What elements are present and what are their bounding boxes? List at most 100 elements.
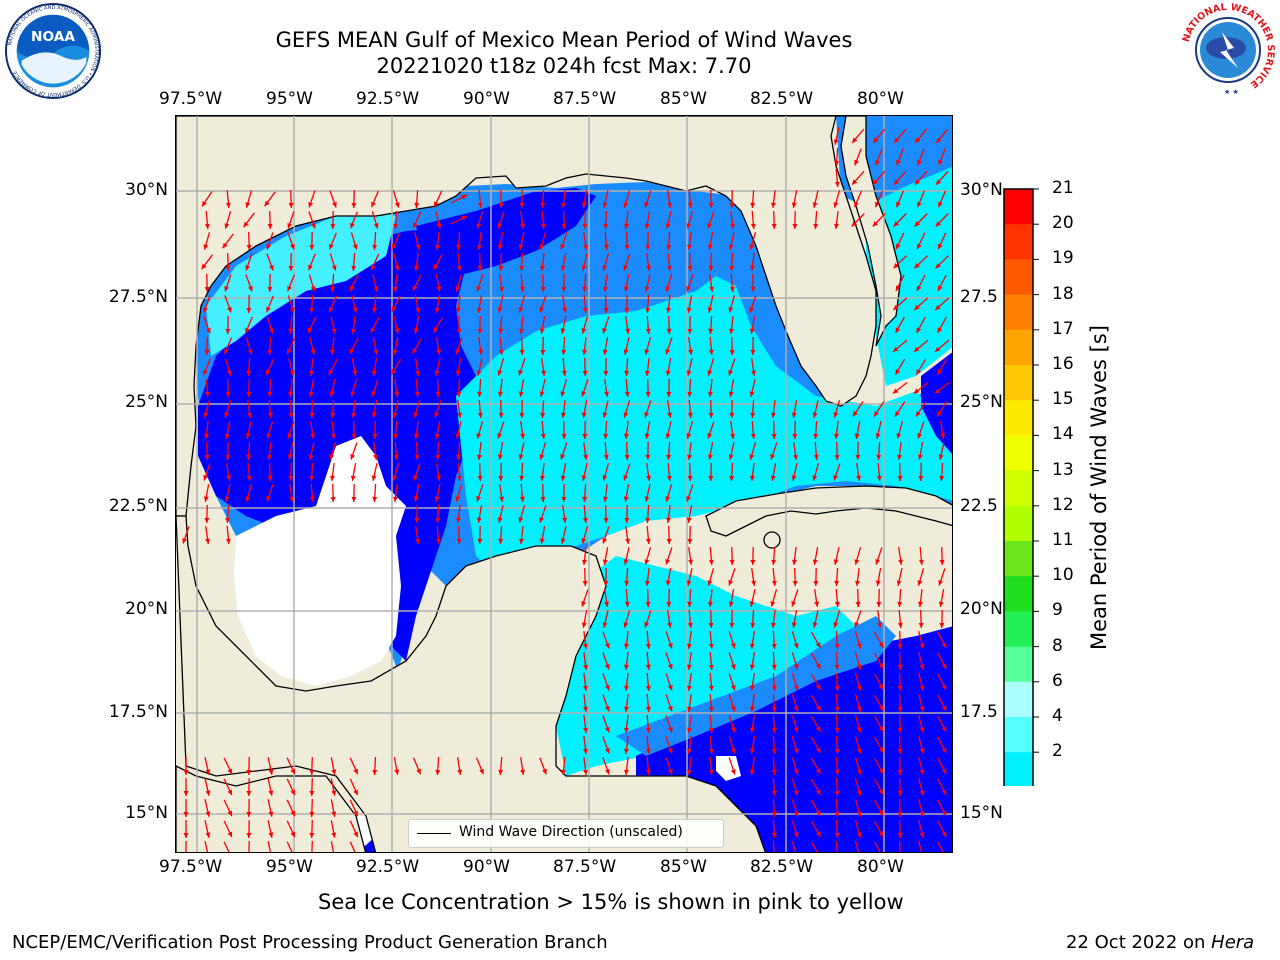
wave-direction-arrow-head xyxy=(310,286,316,292)
wave-direction-arrow-head xyxy=(897,748,903,754)
wave-direction-arrow-head xyxy=(624,244,630,250)
wave-direction-arrow-head xyxy=(749,706,755,712)
wave-direction-arrow-head xyxy=(330,224,336,229)
lon-label-top-3: 90°W xyxy=(463,89,510,109)
wave-direction-arrow-head xyxy=(353,789,358,796)
wave-direction-arrow-head xyxy=(435,769,441,775)
wave-direction-arrow-head xyxy=(435,517,441,523)
wave-direction-arrow-shaft xyxy=(204,841,209,852)
wave-direction-arrow-head xyxy=(708,769,714,775)
wave-direction-arrow-head xyxy=(935,263,941,269)
wave-direction-arrow-head xyxy=(833,475,839,481)
wave-direction-arrow-head xyxy=(560,244,566,250)
wave-direction-arrow-head xyxy=(497,223,503,229)
wave-direction-arrow-head xyxy=(353,768,358,775)
wave-direction-arrow-head xyxy=(227,768,232,775)
wave-direction-arrow-head xyxy=(226,370,232,376)
wave-direction-arrow-head xyxy=(268,769,274,775)
wave-direction-arrow-head xyxy=(730,664,736,670)
wave-direction-arrow-head xyxy=(477,412,483,418)
wave-direction-arrow-head xyxy=(893,304,899,310)
wave-direction-arrow-head xyxy=(750,223,756,229)
wave-direction-arrow-head xyxy=(936,137,942,143)
wave-direction-arrow-head xyxy=(561,412,566,418)
wave-direction-arrow-shaft xyxy=(286,841,293,852)
wave-direction-arrow-head xyxy=(815,768,821,774)
wave-direction-arrow-head xyxy=(603,371,609,376)
wave-direction-arrow-head xyxy=(329,454,335,460)
wave-direction-arrow-head xyxy=(394,328,400,334)
wave-direction-arrow-head xyxy=(624,580,630,586)
wave-direction-arrow-head xyxy=(624,706,629,712)
wave-direction-arrow-head xyxy=(708,559,714,565)
wave-direction-arrow-head xyxy=(856,643,862,649)
lon-label-top-6: 82.5°W xyxy=(750,89,814,109)
wave-direction-arrow-head xyxy=(560,475,566,481)
wave-direction-arrow-head xyxy=(644,349,650,355)
wave-direction-arrow-head xyxy=(415,244,421,250)
wave-direction-arrow-head xyxy=(892,388,899,394)
wave-direction-arrow-head xyxy=(476,286,482,292)
wave-direction-arrow-head xyxy=(728,244,734,250)
wave-direction-arrow-head xyxy=(560,328,566,334)
wave-direction-arrow-head xyxy=(771,769,777,775)
wave-direction-arrow-head xyxy=(833,202,839,208)
wave-direction-arrow-head xyxy=(415,538,420,544)
wave-direction-arrow-head xyxy=(770,475,776,481)
wave-direction-arrow-head xyxy=(666,328,672,334)
colorbar-segment xyxy=(1004,505,1033,542)
wave-direction-arrow-head xyxy=(519,286,525,292)
wave-direction-arrow-head xyxy=(247,412,252,418)
wave-direction-arrow-head xyxy=(941,726,947,732)
colorbar-segment xyxy=(1004,189,1033,225)
wave-direction-arrow-head xyxy=(624,391,630,397)
wave-direction-arrow-head xyxy=(393,454,399,460)
wave-direction-arrow-head xyxy=(875,201,880,208)
wave-direction-arrow-head xyxy=(604,391,609,397)
wave-direction-arrow-head xyxy=(247,349,253,355)
wave-direction-arrow-head xyxy=(456,475,462,481)
wave-direction-arrow-shaft xyxy=(267,841,272,852)
wave-direction-arrow-head xyxy=(373,223,379,229)
wave-direction-arrow-head xyxy=(519,475,525,481)
lon-label-bottom-2: 92.5°W xyxy=(356,857,420,877)
wave-direction-arrow-head xyxy=(331,328,337,334)
wave-direction-arrow-head xyxy=(938,454,944,460)
wave-direction-arrow-head xyxy=(540,433,546,439)
wave-direction-arrow-head xyxy=(813,581,819,586)
wave-direction-arrow-head xyxy=(914,221,920,227)
colorbar-segment xyxy=(1004,470,1033,507)
noaa-logo-text: NOAA xyxy=(31,29,75,45)
sea-ice-note: Sea Ice Concentration > 15% is shown in … xyxy=(318,890,904,914)
wave-direction-arrow-head xyxy=(560,454,566,460)
lat-label-left-3: 22.5°N xyxy=(108,496,168,516)
wave-direction-arrow-head xyxy=(519,538,524,544)
wave-direction-arrow-head xyxy=(793,643,799,649)
wave-direction-arrow-head xyxy=(602,265,608,271)
wave-direction-arrow-head xyxy=(518,244,524,250)
wave-direction-arrow-head xyxy=(477,265,483,271)
wave-direction-arrow-head xyxy=(917,243,922,250)
wave-direction-arrow-head xyxy=(205,538,210,544)
wave-direction-arrow-head xyxy=(771,622,776,628)
colorbar-tick-label: 20 xyxy=(1052,213,1074,234)
wave-direction-arrow-head xyxy=(897,727,903,733)
wave-direction-arrow-head xyxy=(687,539,693,544)
wave-direction-arrow-head xyxy=(455,433,461,439)
wave-direction-arrow-head xyxy=(941,642,947,648)
wave-direction-arrow-head xyxy=(852,179,858,185)
wave-direction-arrow-head xyxy=(708,643,714,649)
wave-direction-arrow-head xyxy=(225,517,231,523)
wave-direction-arrow-head xyxy=(264,200,270,207)
wave-direction-arrow-head xyxy=(834,769,840,775)
wave-direction-arrow-head xyxy=(603,244,609,250)
wave-direction-arrow-head xyxy=(729,328,734,334)
wave-direction-arrow-head xyxy=(560,538,566,544)
wave-direction-arrow-head xyxy=(542,768,547,775)
wave-direction-arrow-head xyxy=(686,517,692,523)
colorbar-tick-label: 6 xyxy=(1052,670,1063,691)
wave-direction-arrow-head xyxy=(687,769,692,775)
lat-label-left-6: 15°N xyxy=(125,803,168,823)
wave-direction-arrow-head xyxy=(750,622,756,628)
wave-direction-arrow-head xyxy=(497,454,503,460)
